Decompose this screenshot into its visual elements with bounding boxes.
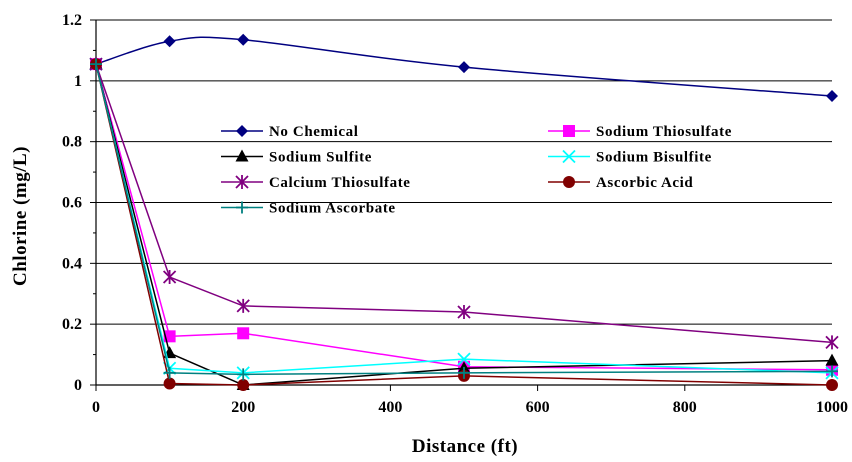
legend: No Chemical Sodium Thiosulfate Sodium Sulf… [221, 124, 732, 217]
legend-label: No Chemical [269, 124, 359, 140]
legend-item-sodium-bisulfite: Sodium Bisulfite [548, 149, 712, 166]
data-point-sodium-ascorbate [237, 368, 250, 381]
data-point-no-chemical [458, 61, 470, 74]
data-point-ascorbic-acid [163, 377, 176, 390]
data-point-no-chemical [163, 35, 176, 48]
y-tick-label: 0.8 [62, 134, 82, 151]
legend-marker [235, 149, 249, 162]
x-tick-label: 200 [231, 399, 255, 416]
series-line-sodium-sulfite [95, 63, 833, 386]
data-point-calcium-thiosulfate [236, 298, 250, 313]
data-point-no-chemical [826, 90, 838, 103]
legend-label: Sodium Thiosulfate [596, 124, 732, 140]
y-tick-label: 1 [74, 73, 82, 90]
series-lines [89, 33, 839, 391]
y-axis-title: Chlorine (mg/L) [10, 146, 31, 286]
data-point-sodium-thiosulfate [237, 327, 250, 340]
legend-label: Calcium Thiosulfate [269, 175, 411, 191]
legend-marker [563, 125, 575, 137]
legend-item-no-chemical: No Chemical [221, 124, 359, 140]
axes: 0 0.2 0.4 0.6 0.8 1 1.2 0 200 400 600 800 1000 [62, 12, 848, 416]
y-tick-label: 0.2 [62, 316, 82, 333]
series-line-ascorbic-acid [95, 63, 833, 386]
data-point-calcium-thiosulfate [457, 305, 471, 319]
y-tick-label: 0.4 [62, 255, 82, 272]
legend-label: Sodium Sulfite [269, 150, 372, 166]
series-ascorbic-acid [90, 58, 838, 391]
legend-marker [562, 149, 576, 164]
x-axis-title: Distance (ft) [412, 436, 518, 457]
legend-item-calcium-thiosulfate: Calcium Thiosulfate [221, 175, 411, 191]
x-tick-label: 1000 [816, 399, 848, 416]
series-calcium-thiosulfate [89, 57, 839, 350]
legend-item-sodium-sulfite: Sodium Sulfite [221, 149, 372, 166]
data-point-ascorbic-acid [237, 379, 250, 391]
y-tick-label: 1.2 [62, 12, 82, 29]
gridlines [96, 19, 832, 325]
x-tick-label: 600 [526, 399, 550, 416]
data-point-sodium-ascorbate [163, 366, 176, 379]
legend-label: Sodium Bisulfite [596, 150, 712, 166]
series-line-sodium-ascorbate [95, 63, 833, 376]
data-point-calcium-thiosulfate [825, 335, 839, 350]
data-point-sodium-sulfite [825, 353, 839, 366]
data-point-sodium-bisulfite [457, 352, 471, 366]
data-point-sodium-ascorbate [90, 58, 102, 71]
data-point-calcium-thiosulfate [162, 270, 177, 285]
data-point-no-chemical [237, 33, 250, 46]
legend-label: Ascorbic Acid [596, 175, 693, 191]
x-tick-label: 800 [673, 399, 697, 416]
series-sodium-bisulfite [89, 57, 839, 380]
data-point-sodium-ascorbate [826, 365, 838, 378]
data-point-ascorbic-acid [826, 379, 838, 391]
series-sodium-thiosulfate [90, 58, 838, 376]
y-tick-label: 0 [74, 377, 82, 394]
series-sodium-ascorbate [90, 58, 838, 381]
legend-marker [563, 176, 575, 188]
legend-item-sodium-ascorbate: Sodium Ascorbate [221, 201, 396, 217]
legend-label: Sodium Ascorbate [269, 201, 396, 217]
series-line-calcium-thiosulfate [95, 63, 833, 344]
x-tick-label: 400 [378, 399, 402, 416]
legend-marker [235, 175, 249, 189]
legend-marker [236, 201, 248, 214]
series-sodium-sulfite [89, 57, 839, 390]
legend-item-ascorbic-acid: Ascorbic Acid [548, 175, 693, 191]
series-no-chemical [90, 33, 838, 103]
legend-item-sodium-thiosulfate: Sodium Thiosulfate [548, 124, 732, 140]
y-tick-label: 0.6 [62, 195, 82, 212]
data-point-sodium-ascorbate [458, 366, 470, 379]
x-tick-label: 0 [92, 399, 100, 416]
series-line-sodium-bisulfite [95, 63, 833, 374]
legend-marker [236, 125, 248, 137]
